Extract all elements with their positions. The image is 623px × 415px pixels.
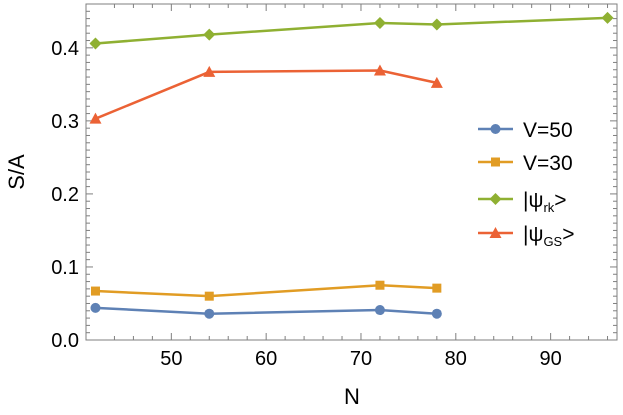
data-point-0 — [431, 308, 442, 319]
data-point-1 — [375, 280, 385, 290]
y-axis-title: S/A — [4, 154, 29, 190]
legend-item-psi-gs: |ψGS> — [478, 223, 575, 249]
x-tick-label: 90 — [540, 348, 562, 370]
x-axis-title: N — [344, 384, 360, 409]
series-layer — [89, 11, 614, 319]
data-point-3 — [430, 76, 443, 88]
legend-label-psi-rk: |ψrk> — [523, 189, 567, 215]
legend-label-psi-gs-end: > — [562, 223, 574, 246]
data-point-0 — [204, 308, 215, 319]
series-line-2 — [95, 16, 608, 45]
x-axis: 50 60 70 80 90 — [113, 4, 609, 370]
x-tick-label: 60 — [255, 348, 277, 370]
legend: V=50 V=30 |ψrk> |ψGS> — [478, 119, 575, 249]
legend-label-psi-gs: |ψGS> — [523, 223, 575, 249]
data-point-2 — [601, 11, 614, 24]
y-tick-label: 0.3 — [51, 111, 79, 133]
legend-label-v30: V=30 — [523, 152, 573, 175]
legend-item-v50: V=50 — [478, 119, 573, 142]
data-point-2 — [89, 37, 102, 50]
legend-marker-psi-gs — [489, 227, 502, 238]
data-point-2 — [430, 18, 443, 31]
legend-label-psi-rk-main: |ψ — [523, 189, 543, 212]
x-tick-label: 80 — [445, 348, 467, 370]
legend-label-psi-gs-sub: GS — [543, 234, 562, 249]
data-point-3 — [373, 64, 386, 76]
series-line-1 — [95, 283, 437, 298]
legend-label-psi-rk-end: > — [554, 189, 566, 212]
data-point-0 — [90, 302, 101, 313]
y-tick-label: 0.0 — [51, 330, 79, 352]
data-point-2 — [203, 28, 216, 41]
legend-label-psi-gs-main: |ψ — [523, 223, 543, 246]
legend-marker-v50 — [490, 124, 501, 134]
legend-item-v30: V=30 — [478, 152, 573, 175]
x-tick-label: 50 — [160, 348, 182, 370]
series-line-3 — [95, 69, 438, 120]
y-axis: 0.0 0.1 0.2 0.3 0.4 — [51, 10, 617, 352]
data-point-1 — [90, 286, 100, 296]
y-tick-label: 0.1 — [51, 257, 79, 279]
data-point-3 — [89, 112, 102, 124]
y-tick-label: 0.2 — [51, 184, 79, 206]
legend-marker-v30 — [491, 157, 500, 167]
data-point-1 — [432, 283, 442, 293]
legend-label-v50: V=50 — [523, 119, 573, 142]
x-tick-label: 70 — [350, 348, 372, 370]
data-point-1 — [204, 291, 214, 301]
data-point-3 — [203, 65, 216, 77]
y-tick-label: 0.4 — [51, 38, 79, 60]
legend-item-psi-rk: |ψrk> — [478, 189, 567, 215]
legend-label-psi-rk-sub: rk — [543, 200, 554, 215]
data-point-2 — [373, 16, 386, 29]
data-point-0 — [374, 305, 385, 316]
series-line-0 — [95, 306, 437, 315]
legend-marker-psi-rk — [489, 193, 502, 205]
